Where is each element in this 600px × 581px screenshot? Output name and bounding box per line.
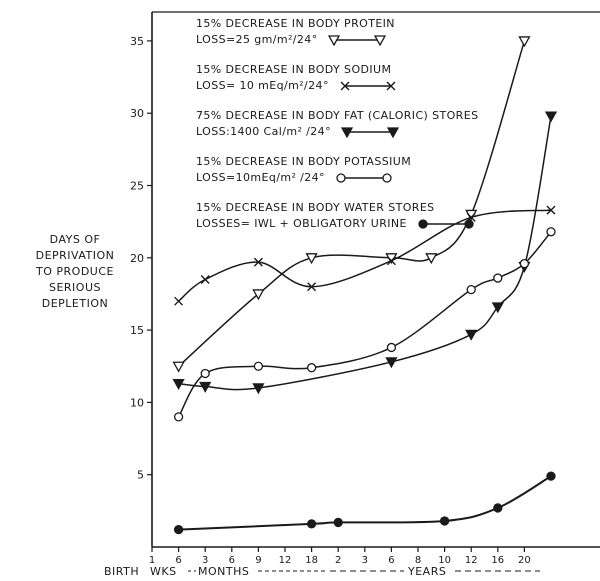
legend-detail: LOSS= 10 mEq/m²/24° (196, 79, 329, 92)
data-point-triangle-down-filled (491, 302, 504, 314)
y-tick-label: 35 (130, 35, 144, 48)
data-point-circle-filled (546, 471, 556, 481)
x-group-years: YEARS (408, 565, 447, 578)
legend-title: 15% DECREASE IN BODY PROTEIN (196, 17, 395, 30)
x-group-months: MONTHS (198, 565, 250, 578)
legend-marker (464, 219, 474, 229)
legend-marker-circle-open-icon (336, 173, 392, 183)
x-tick-label: 16 (491, 555, 504, 566)
data-point-x (546, 205, 556, 215)
data-point-triangle-down-filled (544, 111, 558, 123)
data-point-circle-filled (333, 517, 343, 528)
data-point-circle-filled (306, 519, 317, 529)
data-point-circle-open (200, 368, 210, 379)
series-line-circle-filled (178, 475, 552, 531)
x-tick-label: 3 (362, 555, 368, 566)
data-point-x (253, 257, 263, 267)
data-point-circle-open (253, 361, 264, 371)
legend-marker-triangle-down-open-icon (327, 35, 386, 46)
legend-marker-circle-filled-icon (418, 219, 474, 229)
legend-marker-x-icon (340, 81, 396, 91)
x-tick-label: 10 (438, 555, 451, 566)
data-point-triangle-down-filled (252, 383, 265, 395)
x-tick-label: 8 (415, 555, 421, 566)
legend-item-potassium: 15% DECREASE IN BODY POTASSIUM LOSS=10mE… (196, 154, 596, 186)
data-point-triangle-down-filled (199, 381, 212, 393)
y-axis-label: DAYS OF DEPRIVATION TO PRODUCE SERIOUS D… (0, 232, 150, 312)
data-point-triangle-down-filled (465, 329, 478, 341)
x-tick-label: 20 (518, 555, 531, 566)
legend-detail: LOSS:1400 Cal/m² /24° (196, 125, 331, 138)
legend-marker (382, 173, 392, 183)
x-group-birth: BIRTH (104, 565, 140, 578)
y-axis-label-line: DEPRIVATION (35, 249, 115, 262)
y-tick-label: 15 (130, 324, 144, 337)
legend-detail: LOSS=10mEq/m² /24° (196, 171, 325, 184)
legend-marker (386, 81, 396, 91)
legend-marker (327, 35, 340, 46)
legend-title: 15% DECREASE IN BODY WATER STORES (196, 201, 435, 214)
x-tick-label: 3 (202, 555, 208, 566)
legend-title: 75% DECREASE IN BODY FAT (CALORIC) STORE… (196, 109, 479, 122)
y-axis-label-line: SERIOUS (48, 281, 101, 294)
legend-title: 15% DECREASE IN BODY SODIUM (196, 63, 392, 76)
data-point-triangle-down-filled (172, 378, 185, 390)
legend-item-fat: 75% DECREASE IN BODY FAT (CALORIC) STORE… (196, 108, 596, 140)
x-tick-label: 1 (149, 555, 155, 566)
data-point-circle-open (386, 342, 397, 353)
legend-item-protein: 15% DECREASE IN BODY PROTEIN LOSS=25 gm/… (196, 16, 596, 48)
y-tick-label: 10 (130, 396, 144, 409)
x-group-weeks: WKS (150, 565, 177, 578)
data-point-triangle-down-open (425, 253, 438, 265)
data-point-circle-open (306, 363, 317, 373)
data-point-circle-filled (493, 503, 503, 513)
legend-title: 15% DECREASE IN BODY POTASSIUM (196, 155, 412, 168)
data-point-circle-filled (173, 524, 184, 535)
x-tick-label: 6 (388, 555, 394, 566)
y-tick-label: 25 (130, 180, 144, 193)
x-tick-label: 18 (305, 555, 318, 566)
x-tick-label: 12 (279, 555, 292, 566)
legend-item-water: 15% DECREASE IN BODY WATER STORES LOSSES… (196, 200, 596, 232)
legend-detail: LOSS=25 gm/m²/24° (196, 33, 318, 46)
x-axis-groups: BIRTH WKS MONTHS YEARS (0, 565, 600, 579)
legend-item-sodium: 15% DECREASE IN BODY SODIUM LOSS= 10 mEq… (196, 62, 596, 94)
data-point-x (307, 282, 317, 292)
x-tick-label: 6 (175, 555, 181, 566)
legend-marker (336, 173, 346, 183)
y-tick-label: 20 (130, 252, 144, 265)
data-point-circle-open (546, 227, 556, 237)
x-tick-label: 6 (229, 555, 235, 566)
legend-marker (340, 127, 354, 138)
data-point-triangle-down-open (518, 36, 531, 48)
x-tick-label: 2 (335, 555, 341, 566)
legend-detail: LOSSES= IWL + OBLIGATORY URINE (196, 217, 407, 230)
legend-marker (373, 35, 386, 46)
y-tick-label: 30 (130, 107, 144, 120)
y-tick-label: 5 (137, 469, 144, 482)
y-axis-label-line: DAYS OF (49, 233, 101, 246)
legend-marker (340, 81, 350, 91)
data-point-x (174, 296, 184, 306)
x-tick-label: 12 (465, 555, 478, 566)
data-point-triangle-down-open (305, 253, 318, 265)
data-point-circle-open (519, 258, 530, 269)
x-tick-label: 9 (255, 555, 261, 566)
data-point-x (386, 256, 396, 266)
data-point-circle-filled (439, 516, 450, 526)
data-point-circle-open (493, 273, 503, 283)
data-point-triangle-down-open (252, 289, 265, 301)
legend-marker (386, 127, 399, 138)
data-point-circle-open (173, 412, 184, 422)
legend-marker (418, 219, 428, 229)
legend: 15% DECREASE IN BODY PROTEIN LOSS=25 gm/… (196, 16, 596, 246)
data-point-triangle-down-filled (385, 357, 398, 369)
y-axis-label-line: DEPLETION (41, 297, 109, 310)
data-point-triangle-down-open (172, 361, 185, 373)
legend-marker-triangle-down-filled-icon (340, 127, 399, 138)
data-point-x (200, 275, 210, 284)
y-axis-label-line: TO PRODUCE (36, 265, 114, 278)
data-point-circle-open (466, 284, 476, 295)
